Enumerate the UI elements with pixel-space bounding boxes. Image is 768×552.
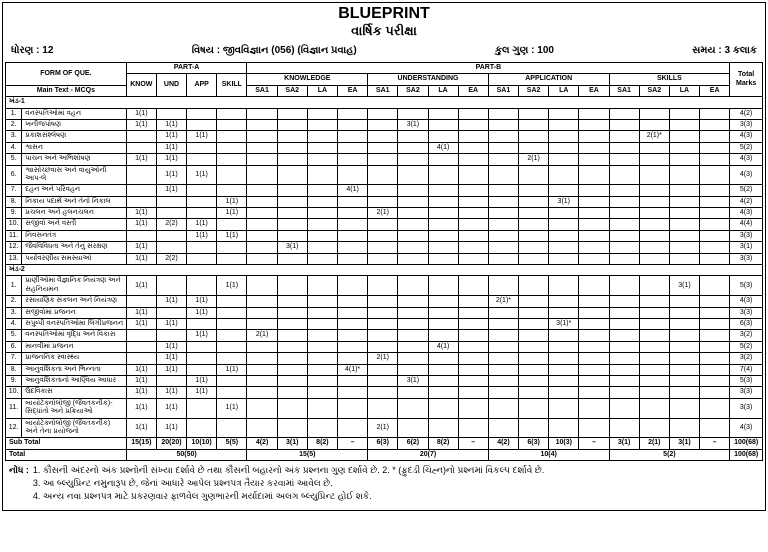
table-row: 5.વનસ્પતિઓમાં વૃદ્ધિ અને વિકાસ1(1)2(1)3(… <box>6 330 763 341</box>
table-row: 8.આનુવંશિકતા અને ભિન્નતા1(1)1(1)1(1)4(1)… <box>6 364 763 375</box>
topic-cell: પર્યાવરણીય સમસ્યાઓ <box>22 253 126 264</box>
table-row: 2.ખનીજપોષણ1(1)1(1)3(1)3(3) <box>6 119 763 130</box>
subtotal-row: Sub Total15(15)20(20)10(10)5(5)4(2)3(1)8… <box>6 438 763 449</box>
col-application: APPLICATION <box>488 74 609 85</box>
notes-body: 1. કૌંસની અંદરનો અંક પ્રશ્નોની સંખ્યા દર… <box>33 465 759 504</box>
note-line: 1. કૌંસની અંદરનો અંક પ્રશ્નોની સંખ્યા દર… <box>33 465 759 476</box>
table-row: 1.પ્રાણીઓમાં વૈજ્ઞાનિક નિયંત્રણ અને સહનિ… <box>6 276 763 296</box>
topic-cell: સજીવોમાં પ્રજનન <box>22 307 126 318</box>
col-main: Main Text - MCQs <box>6 85 127 96</box>
table-row: 3.સજીવોમાં પ્રજનન1(1)1(1)3(3) <box>6 307 763 318</box>
table-row: 11.નિવસનતંત્ર1(1)1(1)3(3) <box>6 230 763 241</box>
col-app: APP <box>187 74 217 97</box>
notes-label: નોંધ : <box>9 465 29 504</box>
table-row: 12.જૈવવિવિધતા અને તેનું સંરક્ષણ1(1)3(1)3… <box>6 242 763 253</box>
col-knowledge: KNOWLEDGE <box>247 74 368 85</box>
total-row: Total50(50)15(5)20(7)10(4)5(2)100(68) <box>6 449 763 460</box>
table-body: ખંડ-11.વનસ્પતિઓમાં વહન1(1)4(2)2.ખનીજપોષણ… <box>6 97 763 461</box>
table-head: FORM OF QUE. PART-A PART-B Total Marks K… <box>6 63 763 97</box>
topic-cell: પ્રકાશસંશ્લેષણ <box>22 131 126 142</box>
subject: વિષય : જીવવિજ્ઞાન (056) (વિજ્ઞાન પ્રવાહ) <box>192 45 357 56</box>
note-line: 3. આ બ્લ્યુપ્રિન્ટ નમુનારૂપ છે, જેનાં આધ… <box>33 478 759 489</box>
table-row: 7.દહન અને પરિવહન1(1)4(1)5(2) <box>6 185 763 196</box>
col-skills: SKILLS <box>609 74 730 85</box>
col-understanding: UNDERSTANDING <box>368 74 489 85</box>
doc-title: BLUEPRINT <box>5 5 763 23</box>
topic-cell: નિવસનતંત્ર <box>22 230 126 241</box>
topic-cell: માનવીમાં પ્રજનન <box>22 341 126 352</box>
topic-cell: શ્વાસોચ્છવાસ અને વાયુઓની આપ-લે <box>22 165 126 185</box>
topic-cell: સપુષ્પી વનસ્પતિઓમાં લિંગીપ્રજનન <box>22 318 126 329</box>
topic-cell: વનસ્પતિઓમાં વૃદ્ધિ અને વિકાસ <box>22 330 126 341</box>
section-label: ખંડ-1 <box>6 97 763 108</box>
topic-cell: પ્રાણીઓમાં વૈજ્ઞાનિક નિયંત્રણ અને સહનિયમ… <box>22 276 126 296</box>
topic-cell: ઉદવિકાસ <box>22 387 126 398</box>
notes: નોંધ : 1. કૌંસની અંદરનો અંક પ્રશ્નોની સં… <box>5 461 763 508</box>
topic-cell: જૈવવિવિધતા અને તેનું સંરક્ષણ <box>22 242 126 253</box>
table-row: 4.શ્વસન1(1)4(1)5(2) <box>6 142 763 153</box>
table-row: 10.ઉદવિકાસ1(1)1(1)1(1)3(3) <box>6 387 763 398</box>
topic-cell: સજીવો અને વસ્તી <box>22 219 126 230</box>
table-row: 7.પ્રાજનનિક સ્વાસ્થ્ય1(1)2(1)3(2) <box>6 353 763 364</box>
topic-cell: નિકાય પદાર્થ અને તેનો નિકાલ <box>22 196 126 207</box>
blueprint-table: FORM OF QUE. PART-A PART-B Total Marks K… <box>5 62 763 461</box>
table-row: 12.બાયોટેક્નોલોજી (જૈવતકનીક) અને તેના પ્… <box>6 418 763 438</box>
table-row: 3.પ્રકાશસંશ્લેષણ1(1)1(1)2(1)*4(3) <box>6 131 763 142</box>
table-row: 5.પાચન અને અભિશોષણ1(1)1(1)2(1)4(3) <box>6 154 763 165</box>
topic-cell: આનુવંશિકતા અને ભિન્નતા <box>22 364 126 375</box>
table-row: 6.શ્વાસોચ્છવાસ અને વાયુઓની આપ-લે1(1)1(1)… <box>6 165 763 185</box>
table-row: 11.બાયોટેક્નોલોજી (જૈવતકનીક)- સિદ્ધાંતો … <box>6 398 763 418</box>
table-row: 4.સપુષ્પી વનસ્પતિઓમાં લિંગીપ્રજનન1(1)1(1… <box>6 318 763 329</box>
col-parta: PART-A <box>126 63 247 74</box>
table-row: 9.પ્રચલન અને હલનચલન1(1)1(1)2(1)4(3) <box>6 208 763 219</box>
col-und: UND <box>156 74 186 97</box>
col-know: KNOW <box>126 74 156 97</box>
col-total: Total Marks <box>730 63 763 97</box>
table-row: 1.વનસ્પતિઓમાં વહન1(1)4(2) <box>6 108 763 119</box>
section-label: ખંડ-2 <box>6 265 763 276</box>
topic-cell: રસાયણિક સંકલન અને નિયંત્રણ <box>22 296 126 307</box>
topic-cell: શ્વસન <box>22 142 126 153</box>
topic-cell: બાયોટેક્નોલોજી (જૈવતકનીક)- સિદ્ધાંતો અને… <box>22 398 126 418</box>
col-form: FORM OF QUE. <box>6 63 127 86</box>
topic-cell: પાચન અને અભિશોષણ <box>22 154 126 165</box>
table-row: 10.સજીવો અને વસ્તી1(1)2(2)1(1)4(4) <box>6 219 763 230</box>
std: ધોરણ : 12 <box>11 45 53 56</box>
header-info: ધોરણ : 12 વિષય : જીવવિજ્ઞાન (056) (વિજ્ઞ… <box>5 43 763 58</box>
table-row: 6.માનવીમાં પ્રજનન1(1)4(1)5(2) <box>6 341 763 352</box>
col-partb: PART-B <box>247 63 730 74</box>
page: BLUEPRINT વાર્ષિક પરીક્ષા ધોરણ : 12 વિષય… <box>2 2 766 511</box>
col-skill: SKILL <box>217 74 247 97</box>
time: સમય : 3 કલાક <box>692 45 757 56</box>
topic-cell: પ્રાજનનિક સ્વાસ્થ્ય <box>22 353 126 364</box>
table-row: 9.આનુવંશિકતાનો આણ્વિય આધાર1(1)1(1)3(1)5(… <box>6 375 763 386</box>
marks: કુલ ગુણ : 100 <box>495 45 554 56</box>
topic-cell: આનુવંશિકતાનો આણ્વિય આધાર <box>22 375 126 386</box>
topic-cell: ખનીજપોષણ <box>22 119 126 130</box>
note-line: 4. અન્ય નવા પ્રશ્નપત્ર માટે પ્રકરણવાર ફા… <box>33 491 759 502</box>
topic-cell: દહન અને પરિવહન <box>22 185 126 196</box>
doc-subtitle: વાર્ષિક પરીક્ષા <box>5 23 763 39</box>
table-row: 13.પર્યાવરણીય સમસ્યાઓ1(1)2(2)3(3) <box>6 253 763 264</box>
topic-cell: પ્રચલન અને હલનચલન <box>22 208 126 219</box>
topic-cell: વનસ્પતિઓમાં વહન <box>22 108 126 119</box>
table-row: 8.નિકાય પદાર્થ અને તેનો નિકાલ1(1)3(1)4(2… <box>6 196 763 207</box>
topic-cell: બાયોટેક્નોલોજી (જૈવતકનીક) અને તેના પ્રયો… <box>22 418 126 438</box>
table-row: 2.રસાયણિક સંકલન અને નિયંત્રણ1(1)1(1)2(1)… <box>6 296 763 307</box>
